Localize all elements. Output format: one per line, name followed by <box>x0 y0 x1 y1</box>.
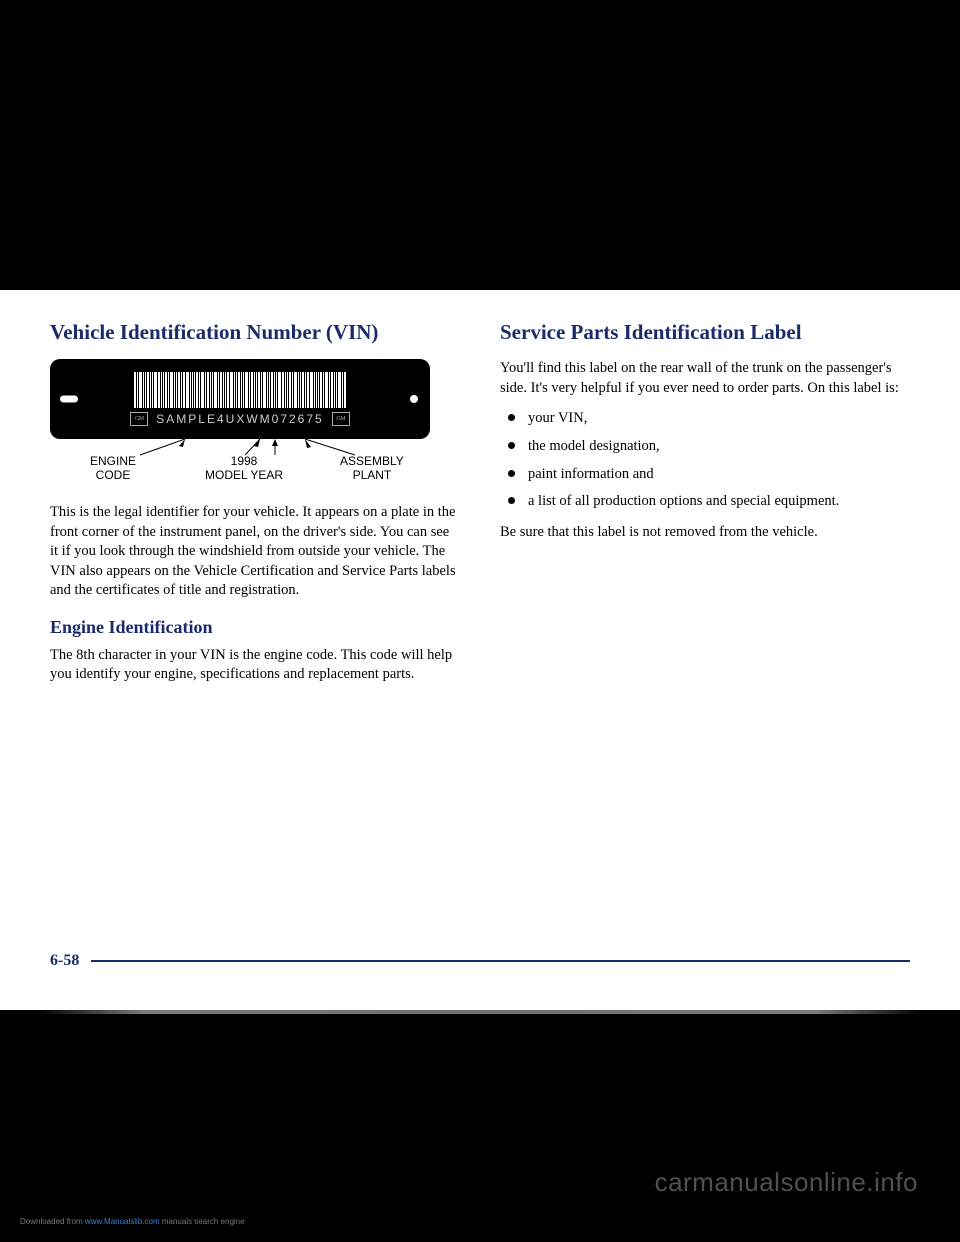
callout-engine: ENGINECODE <box>90 455 136 483</box>
list-item: paint information and <box>508 464 910 486</box>
list-item: a list of all production options and spe… <box>508 491 910 513</box>
engine-id-description: The 8th character in your VIN is the eng… <box>50 646 460 685</box>
download-note: Downloaded from www.Manualslib.com manua… <box>20 1217 245 1226</box>
footer-rule <box>91 960 910 962</box>
service-parts-note: Be sure that this label is not removed f… <box>500 523 910 543</box>
download-suffix: manuals search engine <box>160 1217 245 1226</box>
two-column-layout: Vehicle Identification Number (VIN) GM S… <box>50 320 910 695</box>
right-column: Service Parts Identification Label You'l… <box>500 320 910 695</box>
watermark: carmanualsonline.info <box>655 1167 918 1198</box>
plate-slot-left <box>60 396 78 403</box>
engine-id-heading: Engine Identification <box>50 617 460 638</box>
manual-page: Vehicle Identification Number (VIN) GM S… <box>0 290 960 1010</box>
download-prefix: Downloaded from <box>20 1217 85 1226</box>
plate-hole-right <box>410 395 418 403</box>
page-number: 6-58 <box>50 952 79 970</box>
service-parts-intro: You'll find this label on the rear wall … <box>500 359 910 398</box>
left-column: Vehicle Identification Number (VIN) GM S… <box>50 320 460 695</box>
callout-plant: ASSEMBLYPLANT <box>340 455 404 483</box>
page-shadow-divider <box>0 1010 960 1014</box>
vin-plate: GM SAMPLE4UXWM072675 GM <box>50 359 430 439</box>
vin-callouts: ENGINECODE 1998MODEL YEAR ASSEMBLYPLANT <box>50 439 430 489</box>
gm-badge-right: GM <box>332 412 350 426</box>
service-parts-list: your VIN, the model designation, paint inf… <box>508 408 910 513</box>
vin-sample-text: SAMPLE4UXWM072675 <box>156 412 323 426</box>
vin-barcode <box>100 372 380 408</box>
callout-year: 1998MODEL YEAR <box>205 455 283 483</box>
vin-heading: Vehicle Identification Number (VIN) <box>50 320 460 345</box>
vin-plate-figure: GM SAMPLE4UXWM072675 GM <box>50 359 460 489</box>
download-link[interactable]: www.Manualslib.com <box>85 1217 160 1226</box>
service-parts-heading: Service Parts Identification Label <box>500 320 910 345</box>
vin-description: This is the legal identifier for your ve… <box>50 503 460 601</box>
page-footer: 6-58 <box>50 952 910 970</box>
vin-plate-inner: GM SAMPLE4UXWM072675 GM <box>100 372 380 426</box>
list-item: your VIN, <box>508 408 910 430</box>
vin-text-row: GM SAMPLE4UXWM072675 GM <box>130 412 349 426</box>
list-item: the model designation, <box>508 436 910 458</box>
gm-badge-left: GM <box>130 412 148 426</box>
